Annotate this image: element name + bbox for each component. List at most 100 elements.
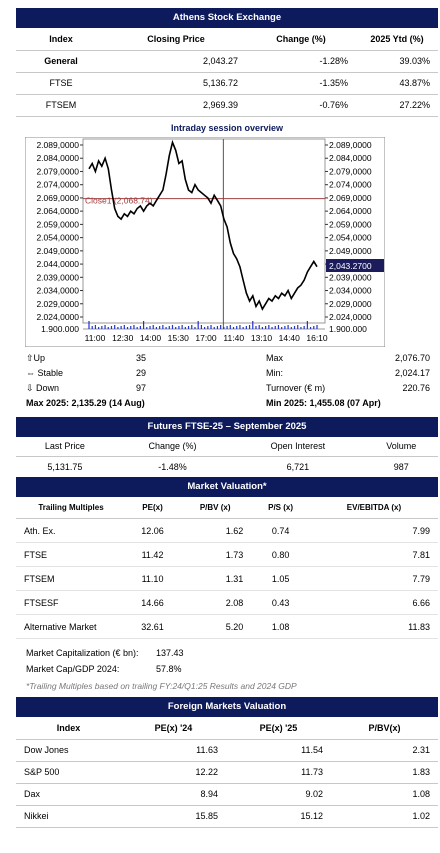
y-tick-label: 2.079,0000 bbox=[36, 166, 79, 176]
col-closing: Closing Price bbox=[106, 28, 246, 51]
market-cap-summary: Market Capitalization (€ bn): 137.43 Mar… bbox=[16, 645, 438, 677]
volume-bar bbox=[265, 325, 267, 329]
volume-bar bbox=[171, 324, 174, 329]
volume-bar bbox=[229, 324, 231, 329]
chart-title: Intraday session overview bbox=[170, 122, 284, 133]
max-2025: Max 2025: 2,135.29 (14 Aug) bbox=[26, 398, 145, 408]
ytd-pct: 27.22% bbox=[356, 94, 438, 117]
gdp-value: 57.8% bbox=[156, 664, 182, 674]
y-tick-label-right: 2.074,0000 bbox=[329, 179, 372, 189]
change-pct: -0.76% bbox=[246, 94, 356, 117]
volume-bar bbox=[155, 326, 158, 329]
col-ev-ebitda: EV/EBITDA (x) bbox=[309, 496, 438, 519]
table-row: S&P 500 12.22 11.73 1.83 bbox=[16, 761, 438, 784]
volume-bar bbox=[297, 324, 299, 329]
pe25-value: 9.02 bbox=[226, 783, 331, 806]
volume-bar bbox=[239, 324, 241, 329]
volume-bar bbox=[316, 324, 318, 329]
volume-bar bbox=[313, 325, 315, 329]
volume-bar bbox=[306, 320, 308, 329]
foreign-title: Foreign Markets Valuation bbox=[16, 697, 438, 717]
turnover-label: Turnover (€ m) bbox=[266, 383, 326, 393]
change-pct: -1.48% bbox=[158, 461, 187, 472]
volume-bar bbox=[271, 326, 273, 329]
stable-stat: ⇔ Stable bbox=[16, 366, 136, 381]
futures-table: Last Price Change (%) Open Interest Volu… bbox=[16, 436, 438, 477]
y-tick-label: 2.084,0000 bbox=[36, 153, 79, 163]
table-row: Ath. Ex. 12.06 1.62 0.74 7.99 bbox=[16, 518, 438, 543]
pe25-value: 15.12 bbox=[226, 805, 331, 828]
pe25-value: 11.73 bbox=[226, 761, 331, 784]
ev-value: 7.99 bbox=[309, 518, 438, 543]
up-arrow-icon: ⇧ bbox=[26, 352, 34, 363]
volume-bar bbox=[142, 320, 145, 329]
volume-bar bbox=[168, 325, 170, 329]
closing-price: 2,043.27 bbox=[106, 50, 246, 73]
pe25-value: 11.54 bbox=[226, 739, 331, 762]
x-tick-label: 15:30 bbox=[168, 333, 190, 343]
table-row: General 2,043.27 -1.28% 39.03% bbox=[16, 50, 438, 73]
volume-bar bbox=[152, 324, 154, 329]
volume-bar bbox=[268, 324, 270, 329]
volume-bar bbox=[210, 324, 212, 329]
volume-bar bbox=[261, 326, 264, 329]
y-tick-label: 2.064,0000 bbox=[36, 206, 79, 216]
col-pe25: PE(x) '25 bbox=[226, 717, 331, 740]
foreign-table: Index PE(x) '24 PE(x) '25 P/BV(x) Dow Jo… bbox=[16, 717, 438, 828]
volume-bar bbox=[197, 320, 199, 329]
y-tick-label-right: 2.039,0000 bbox=[329, 272, 372, 282]
y-tick-label-right: 2.089,0000 bbox=[329, 140, 372, 150]
volume-bar bbox=[88, 320, 90, 329]
volume-bar bbox=[159, 325, 161, 329]
y-tick-label: 2.029,0000 bbox=[36, 298, 79, 308]
y-tick-label: 2.069,0000 bbox=[36, 192, 79, 202]
ps-value: 0.74 bbox=[251, 518, 310, 543]
ev-value: 11.83 bbox=[309, 614, 438, 639]
volume-bar bbox=[300, 326, 302, 329]
gdp-label: Market Cap/GDP 2024: bbox=[26, 664, 120, 674]
last-price-label: 2,043.2700 bbox=[329, 261, 372, 271]
index-name: Dax bbox=[16, 783, 121, 806]
table-row: FTSEM 11.10 1.31 1.05 7.79 bbox=[16, 566, 438, 591]
ytd-pct: 43.87% bbox=[356, 72, 438, 95]
pe24-value: 12.22 bbox=[121, 761, 226, 784]
market-name: Ath. Ex. bbox=[16, 518, 126, 543]
table-row: Nikkei 15.85 15.12 1.02 bbox=[16, 805, 438, 828]
y-tick-label: 2.049,0000 bbox=[36, 245, 79, 255]
ps-value: 1.05 bbox=[251, 566, 310, 591]
max-value: 2,076.70 bbox=[394, 353, 430, 363]
pe-value: 11.42 bbox=[126, 542, 180, 567]
volume-tick-label: 1.900.000 bbox=[41, 324, 79, 334]
volume-bar bbox=[123, 324, 125, 329]
index-name: Dow Jones bbox=[16, 739, 121, 762]
col-trailing: Trailing Multiples bbox=[16, 496, 126, 519]
volume: 987 bbox=[393, 461, 409, 472]
volume-bar bbox=[242, 326, 244, 329]
col-volume: Volume bbox=[364, 436, 438, 457]
y-tick-label-right: 2.049,0000 bbox=[329, 245, 372, 255]
closing-price: 5,136.72 bbox=[106, 72, 246, 95]
volume-tick-label-right: 1.900.000 bbox=[329, 324, 367, 334]
volume-bar bbox=[223, 326, 225, 329]
pe-value: 12.06 bbox=[126, 518, 180, 543]
ev-value: 7.81 bbox=[309, 542, 438, 567]
pbv-value: 1.73 bbox=[179, 542, 252, 567]
volume-bar bbox=[213, 326, 215, 329]
intraday-chart-svg: 2.089,0000 2.089,0000 2.084,0000 2.084,0000… bbox=[24, 136, 386, 347]
x-tick-label: 16:10 bbox=[306, 333, 328, 343]
volume-bar bbox=[101, 325, 103, 329]
valuation-title: Market Valuation* bbox=[16, 476, 438, 497]
index-name: FTSEM bbox=[16, 94, 106, 117]
volume-bar bbox=[149, 325, 151, 329]
market-name: FTSESF bbox=[16, 590, 126, 615]
col-ps: P/S (x) bbox=[251, 496, 310, 519]
pbv-value: 2.31 bbox=[331, 739, 438, 762]
volume-bar bbox=[194, 326, 196, 329]
volume-bar bbox=[248, 324, 251, 329]
col-open-interest: Open Interest bbox=[231, 436, 365, 457]
volume-bar bbox=[136, 326, 138, 329]
volume-bar bbox=[175, 326, 177, 329]
down-value: 97 bbox=[136, 383, 147, 393]
intraday-chart: 2.089,0000 2.089,0000 2.084,0000 2.084,0000… bbox=[24, 136, 386, 347]
y-tick-label-right: 2.064,0000 bbox=[329, 206, 372, 216]
